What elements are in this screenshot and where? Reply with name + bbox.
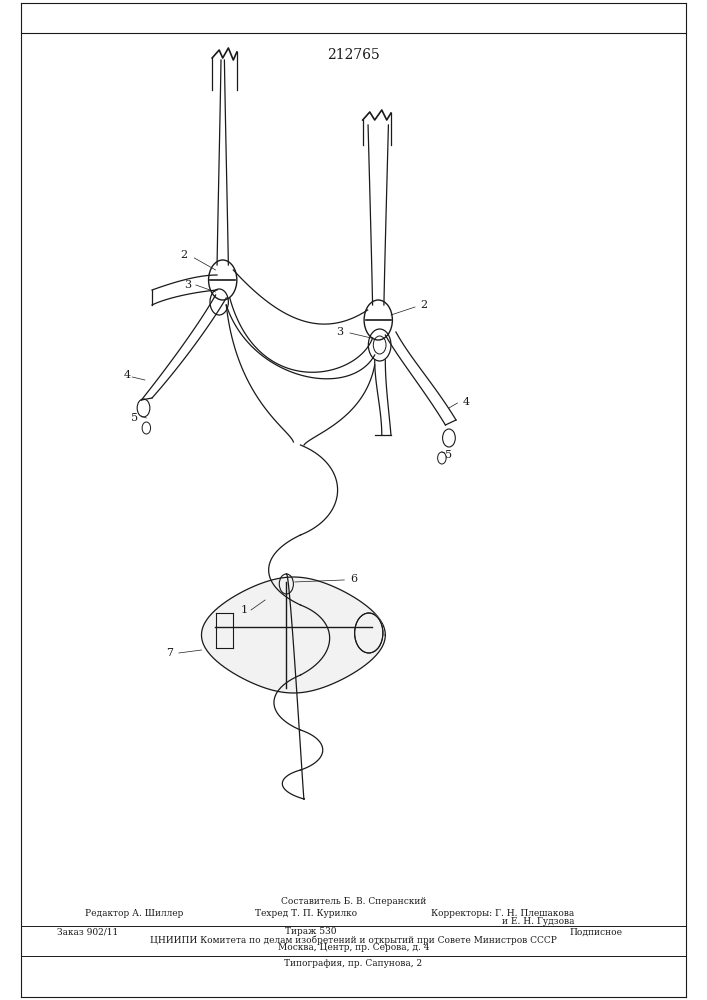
Text: Заказ 902/11: Заказ 902/11	[57, 928, 118, 936]
Text: 7: 7	[166, 648, 173, 658]
Text: 3: 3	[184, 280, 191, 290]
Circle shape	[355, 613, 383, 653]
Text: ЦНИИПИ Комитета по делам изобретений и открытий при Совете Министров СССР: ЦНИИПИ Комитета по делам изобретений и о…	[150, 935, 557, 945]
Text: Тираж 530: Тираж 530	[286, 928, 337, 936]
Text: Редактор А. Шиллер: Редактор А. Шиллер	[85, 908, 183, 918]
Text: Техред Т. П. Курилко: Техред Т. П. Курилко	[255, 908, 356, 918]
Text: 6: 6	[350, 574, 357, 584]
Text: 2: 2	[421, 300, 428, 310]
Text: 1: 1	[240, 605, 247, 615]
Text: Москва, Центр, пр. Серова, д. 4: Москва, Центр, пр. Серова, д. 4	[278, 944, 429, 952]
Text: 4: 4	[124, 370, 131, 380]
Text: Составитель Б. В. Сперанский: Составитель Б. В. Сперанский	[281, 898, 426, 906]
Polygon shape	[201, 577, 385, 693]
Text: 3: 3	[336, 327, 343, 337]
Text: 4: 4	[463, 397, 470, 407]
Text: 2: 2	[180, 250, 187, 260]
Text: 5: 5	[131, 413, 138, 423]
Text: 5: 5	[445, 450, 452, 460]
Text: Корректоры: Г. Н. Плешакова: Корректоры: Г. Н. Плешакова	[431, 908, 575, 918]
Text: Подписное: Подписное	[569, 928, 622, 936]
Text: 212765: 212765	[327, 48, 380, 62]
Text: и Е. Н. Гудзова: и Е. Н. Гудзова	[502, 916, 575, 926]
Text: Типография, пр. Сапунова, 2: Типография, пр. Сапунова, 2	[284, 958, 423, 968]
